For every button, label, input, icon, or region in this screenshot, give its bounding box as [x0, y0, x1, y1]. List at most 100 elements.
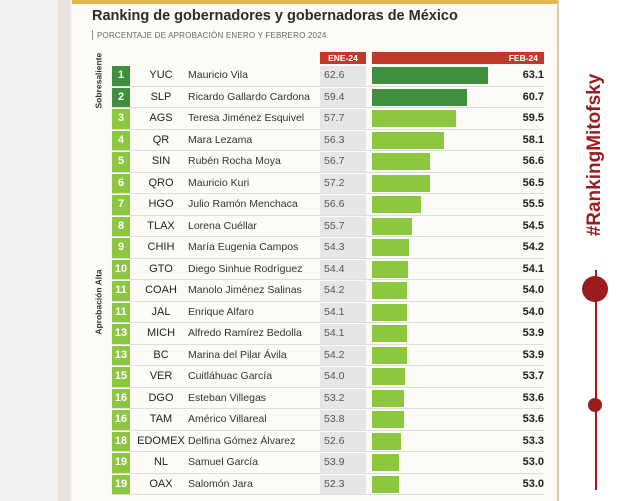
- row-divider: [112, 85, 544, 87]
- rank-badge: 4: [112, 130, 130, 150]
- row-divider: [112, 193, 544, 194]
- feb-bar: [372, 260, 409, 278]
- rank-badge: 15: [112, 367, 130, 387]
- feb-bar: [372, 325, 407, 342]
- state-code: MICH: [146, 327, 176, 339]
- rank-badge: 11: [112, 302, 130, 322]
- subtitle-text: PORCENTAJE DE APROBACIÓN ENERO Y FEBRERO…: [97, 31, 327, 40]
- rank-badge: 18: [112, 431, 130, 451]
- jan-value: 54.0: [320, 367, 366, 387]
- governor-name: Mara Lezama: [188, 133, 253, 146]
- table-row: 11 JAL Enrique Alfaro 54.1 54.0: [112, 302, 544, 323]
- subtitle-divider: [92, 30, 93, 40]
- group-label-aprobacion-alta: Aprobación Alta: [93, 268, 103, 335]
- feb-value: 58.1: [522, 133, 544, 146]
- jan-value: 56.3: [320, 130, 366, 150]
- jan-value: 56.6: [320, 195, 366, 215]
- governor-name: Manolo Jiménez Salinas: [188, 284, 302, 296]
- feb-value: 59.5: [522, 112, 544, 124]
- row-divider: [112, 472, 544, 474]
- row-divider: [112, 451, 544, 452]
- row-divider: [112, 236, 544, 237]
- card-top-accent: [72, 0, 557, 4]
- state-code: OAX: [149, 477, 173, 490]
- row-divider: [112, 300, 544, 302]
- chart-subtitle: PORCENTAJE DE APROBACIÓN ENERO Y FEBRERO…: [92, 30, 327, 40]
- state-code: TLAX: [147, 219, 175, 232]
- table-row: 9 CHIH María Eugenia Campos 54.3 54.2: [112, 237, 544, 259]
- feb-bar: [372, 389, 404, 407]
- jan-value: 52.3: [320, 474, 366, 494]
- feb-value: 53.6: [522, 391, 544, 404]
- table-row: 19 OAX Salomón Jara 52.3 53.0: [112, 474, 544, 495]
- governor-name: Alfredo Ramírez Bedolla: [188, 327, 302, 339]
- governor-name: Samuel García: [188, 456, 259, 468]
- feb-value: 60.7: [522, 90, 544, 103]
- rank-badge: 9: [112, 238, 130, 258]
- feb-bar: [372, 174, 430, 192]
- state-code: YUC: [149, 69, 173, 81]
- hashtag-banner: #RankingMitofsky: [570, 40, 620, 270]
- feb-value: 53.0: [522, 456, 544, 468]
- governor-name: Enrique Alfaro: [188, 305, 254, 318]
- table-row: 3 AGS Teresa Jiménez Esquivel 57.7 59.5: [112, 108, 544, 130]
- jan-value: 54.3: [320, 238, 366, 258]
- feb-bar: [372, 239, 410, 256]
- governor-name: Salomón Jara: [188, 477, 253, 490]
- state-code: SLP: [150, 90, 172, 103]
- state-code: QRO: [148, 176, 174, 189]
- table-row: 4 QR Mara Lezama 56.3 58.1: [112, 130, 544, 151]
- row-divider: [112, 322, 544, 323]
- rank-badge: 10: [112, 259, 130, 279]
- governor-name: Mauricio Vila: [188, 69, 248, 81]
- feb-bar: [372, 131, 444, 149]
- feb-value: 54.2: [522, 241, 544, 253]
- rank-badge: 16: [112, 388, 130, 408]
- jan-value: 62.6: [320, 66, 366, 86]
- rank-badge: 8: [112, 216, 130, 236]
- governor-name: Cuitláhuac García: [188, 370, 273, 382]
- rank-badge: 6: [112, 173, 130, 193]
- rank-badge: 16: [112, 410, 130, 430]
- feb-bar: [372, 153, 431, 170]
- left-frame-stripe: [58, 0, 70, 501]
- row-divider: [112, 408, 544, 409]
- table-row: 13 BC Marina del Pilar Ávila 54.2 53.9: [112, 345, 544, 366]
- jan-value: 53.8: [320, 410, 366, 430]
- row-divider: [112, 171, 544, 173]
- table-row: 5 SIN Rubén Rocha Moya 56.7 56.6: [112, 151, 544, 173]
- column-header-jan: ENE-24: [320, 52, 366, 64]
- feb-value: 53.7: [522, 370, 544, 382]
- feb-bar: [372, 282, 408, 299]
- governor-name: Lorena Cuéllar: [188, 219, 257, 232]
- governor-name: Américo Villareal: [188, 413, 267, 425]
- row-divider: [112, 150, 544, 151]
- state-code: DGO: [148, 391, 174, 404]
- table-row: 13 MICH Alfredo Ramírez Bedolla 54.1 53.9: [112, 323, 544, 345]
- row-divider: [112, 494, 544, 495]
- feb-value: 55.5: [522, 198, 544, 210]
- feb-value: 54.0: [522, 305, 544, 318]
- governor-name: Marina del Pilar Ávila: [188, 348, 287, 361]
- table-row: 10 GTO Diego Sinhue Rodríguez 54.4 54.1: [112, 259, 544, 280]
- feb-bar: [372, 217, 412, 235]
- rank-badge: 19: [112, 453, 130, 473]
- state-code: BC: [153, 348, 169, 361]
- table-row: 1 YUC Mauricio Vila 62.6 63.1: [112, 65, 544, 87]
- table-row: 11 COAH Manolo Jiménez Salinas 54.2 54.0: [112, 280, 544, 302]
- row-divider: [112, 279, 544, 280]
- row-divider: [112, 128, 544, 130]
- governor-name: Diego Sinhue Rodríguez: [188, 262, 303, 275]
- rank-badge: 13: [112, 345, 130, 365]
- row-divider: [112, 429, 544, 431]
- jan-value: 56.7: [320, 152, 366, 172]
- rank-badge: 19: [112, 474, 130, 494]
- table-row: 19 NL Samuel García 53.9 53.0: [112, 452, 544, 474]
- rank-badge: 11: [112, 281, 130, 301]
- jan-value: 54.2: [320, 345, 366, 365]
- group-label-sobresaliente: Sobresaliente: [93, 52, 103, 108]
- feb-bar: [372, 368, 405, 385]
- feb-value: 53.6: [522, 413, 544, 425]
- table-row: 16 DGO Esteban Villegas 53.2 53.6: [112, 388, 544, 409]
- jan-value: 54.1: [320, 324, 366, 344]
